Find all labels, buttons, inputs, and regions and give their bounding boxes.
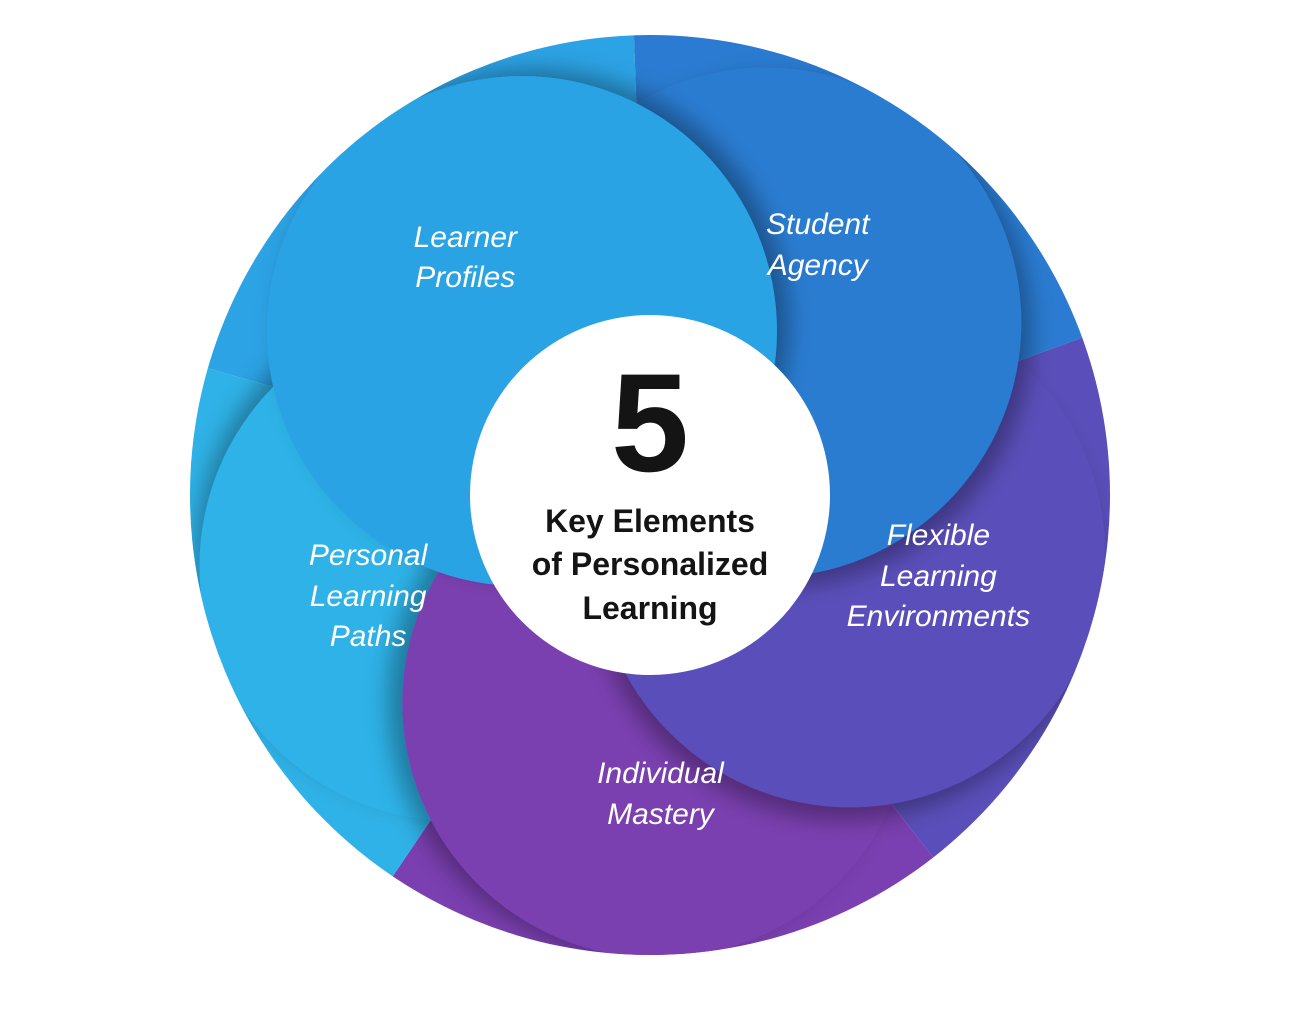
diagram-stage: 5 Key Elements of Personalized Learning … <box>0 0 1296 1021</box>
center-circle <box>470 315 830 675</box>
diagram-svg <box>0 0 1296 1021</box>
